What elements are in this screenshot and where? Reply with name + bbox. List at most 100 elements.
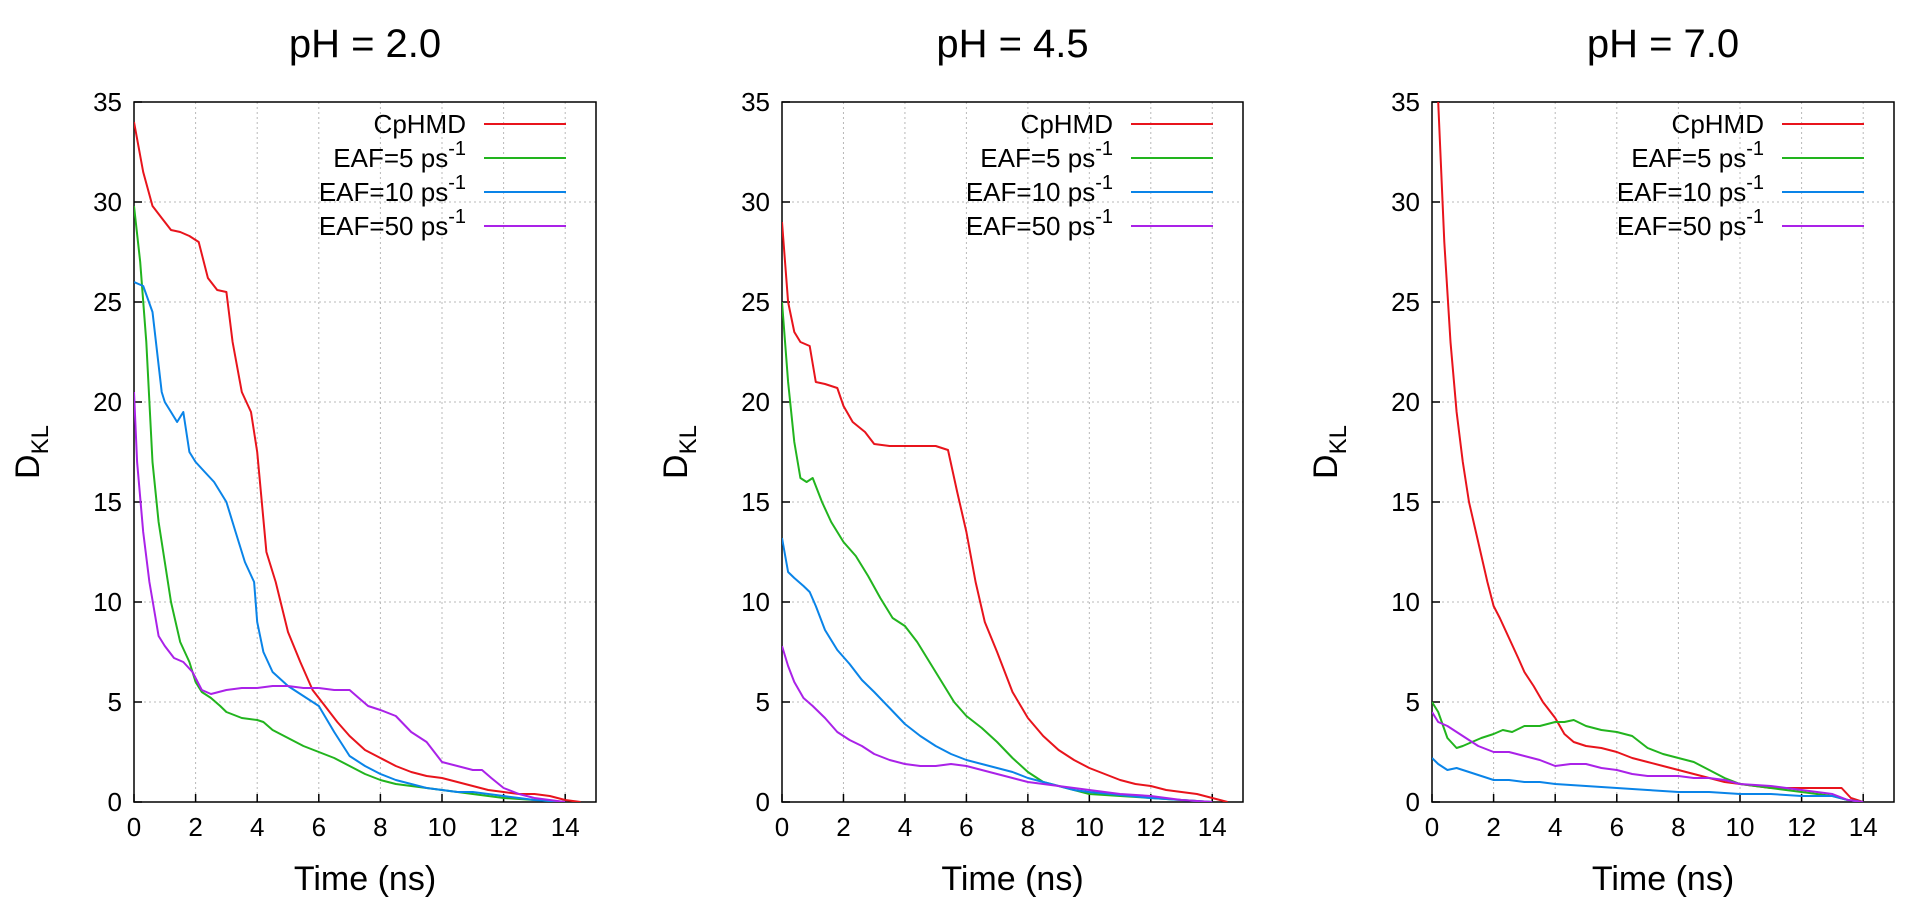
legend-entry: EAF=5 ps-1 bbox=[980, 138, 1113, 173]
y-tick-label: 35 bbox=[1391, 87, 1420, 117]
legend-entry-name: CpHMD bbox=[374, 109, 466, 139]
x-tick-label: 8 bbox=[373, 812, 387, 842]
legend-entry-unit: ps bbox=[1061, 211, 1096, 241]
y-tick-label: 30 bbox=[93, 187, 122, 217]
panel-title: pH = 2.0 bbox=[289, 22, 441, 66]
y-tick-label: 10 bbox=[741, 587, 770, 617]
y-axis-title-main: D bbox=[657, 454, 695, 479]
panel-2: 0 2 4 6 8 10 12 14 0 5 10 15 20 25 30 35 pH = 4.5 Time (n… bbox=[657, 22, 1244, 898]
legend-entry: EAF=10 ps-1 bbox=[966, 172, 1113, 207]
series-line-eaf-10 bbox=[134, 281, 566, 802]
legend-entry-name: EAF=10 bbox=[966, 177, 1061, 207]
legend-entry: EAF=50 ps-1 bbox=[319, 206, 466, 241]
legend-entry: EAF=10 ps-1 bbox=[319, 172, 466, 207]
y-axis-title-main: D bbox=[9, 454, 47, 479]
legend-entry: CpHMD bbox=[1672, 109, 1764, 139]
legend-entry-name: EAF=5 bbox=[1631, 143, 1711, 173]
panel-3: 0 2 4 6 8 10 12 14 0 5 10 15 20 25 30 35 pH = 7.0 Time (n… bbox=[1307, 22, 1895, 898]
x-tick-label: 4 bbox=[898, 812, 912, 842]
x-tick-label: 12 bbox=[1136, 812, 1165, 842]
y-tick-label: 0 bbox=[108, 787, 122, 817]
y-axis-title-main: D bbox=[1307, 454, 1345, 479]
legend-entry-unit: ps bbox=[1712, 177, 1747, 207]
y-tick-label: 20 bbox=[1391, 387, 1420, 417]
legend-entry-superscript: -1 bbox=[1746, 172, 1764, 194]
legend-entry-superscript: -1 bbox=[448, 206, 466, 228]
y-tick-label: 35 bbox=[93, 87, 122, 117]
x-tick-label: 12 bbox=[489, 812, 518, 842]
panel-title: pH = 4.5 bbox=[936, 22, 1088, 66]
y-tick-label: 20 bbox=[741, 387, 770, 417]
series-line-eaf-50 bbox=[134, 391, 566, 802]
legend-entry: EAF=10 ps-1 bbox=[1617, 172, 1764, 207]
y-tick-label: 30 bbox=[741, 187, 770, 217]
y-tick-label: 10 bbox=[93, 587, 122, 617]
y-tick-label: 25 bbox=[93, 287, 122, 317]
legend-entry-unit: ps bbox=[1061, 177, 1096, 207]
plot-frame bbox=[133, 101, 597, 803]
legend-entry-name: EAF=50 bbox=[1617, 211, 1712, 241]
legend-entry-superscript: -1 bbox=[448, 138, 466, 160]
x-tick-label: 10 bbox=[1075, 812, 1104, 842]
y-tick-label: 15 bbox=[93, 487, 122, 517]
x-tick-label: 4 bbox=[250, 812, 264, 842]
legend-entry-name: EAF=10 bbox=[319, 177, 414, 207]
legend-entry: CpHMD bbox=[1021, 109, 1113, 139]
panel-1: 0 2 4 6 8 10 12 14 0 5 10 15 20 25 30 35 pH = 2.0 Time (n… bbox=[9, 22, 597, 898]
y-axis-title-subscript: KL bbox=[27, 425, 54, 454]
legend-entry: EAF=5 ps-1 bbox=[333, 138, 466, 173]
legend-entry: CpHMD bbox=[374, 109, 466, 139]
legend-entry-name: CpHMD bbox=[1672, 109, 1764, 139]
plot-frame bbox=[1431, 101, 1895, 803]
x-axis-title: Time (ns) bbox=[1592, 860, 1734, 898]
x-tick-label: 0 bbox=[775, 812, 789, 842]
x-tick-label: 12 bbox=[1787, 812, 1816, 842]
series-line-eaf-10 bbox=[782, 537, 1213, 802]
legend-entry-unit: ps bbox=[414, 177, 449, 207]
y-axis-title: DKL bbox=[1307, 425, 1352, 479]
series-line-eaf-50 bbox=[782, 645, 1213, 802]
y-tick-label: 35 bbox=[741, 87, 770, 117]
legend-entry: EAF=50 ps-1 bbox=[966, 206, 1113, 241]
x-tick-label: 8 bbox=[1671, 812, 1685, 842]
legend-entry-unit: ps bbox=[1712, 143, 1747, 173]
legend-entry-superscript: -1 bbox=[1095, 172, 1113, 194]
series-line-eaf-50 bbox=[1432, 711, 1864, 802]
series-line-eaf-5 bbox=[134, 205, 566, 802]
legend-entry-unit: ps bbox=[1712, 211, 1747, 241]
x-tick-label: 8 bbox=[1021, 812, 1035, 842]
y-tick-label: 20 bbox=[93, 387, 122, 417]
x-axis-title: Time (ns) bbox=[294, 860, 436, 898]
legend-entry-superscript: -1 bbox=[1746, 138, 1764, 160]
legend-entry-name: EAF=10 bbox=[1617, 177, 1712, 207]
legend-entry: EAF=50 ps-1 bbox=[1617, 206, 1764, 241]
legend-entry-superscript: -1 bbox=[448, 172, 466, 194]
plot-frame bbox=[781, 101, 1244, 803]
x-tick-label: 0 bbox=[127, 812, 141, 842]
y-tick-label: 5 bbox=[1406, 687, 1420, 717]
x-tick-label: 14 bbox=[1198, 812, 1227, 842]
y-tick-label: 25 bbox=[1391, 287, 1420, 317]
panel-title: pH = 7.0 bbox=[1587, 22, 1739, 66]
series-line-cphmd bbox=[134, 121, 581, 802]
x-tick-label: 10 bbox=[1726, 812, 1755, 842]
legend-entry-unit: ps bbox=[414, 211, 449, 241]
series-line-cphmd bbox=[1437, 102, 1864, 802]
legend-entry-name: EAF=50 bbox=[966, 211, 1061, 241]
y-axis-title-subscript: KL bbox=[1325, 425, 1352, 454]
y-tick-label: 30 bbox=[1391, 187, 1420, 217]
x-tick-label: 6 bbox=[1610, 812, 1624, 842]
x-tick-label: 14 bbox=[1849, 812, 1878, 842]
legend-entry-name: EAF=50 bbox=[319, 211, 414, 241]
y-tick-label: 5 bbox=[756, 687, 770, 717]
x-tick-label: 2 bbox=[836, 812, 850, 842]
x-tick-label: 2 bbox=[1486, 812, 1500, 842]
x-tick-label: 14 bbox=[551, 812, 580, 842]
x-tick-label: 4 bbox=[1548, 812, 1562, 842]
legend-entry-name: EAF=5 bbox=[980, 143, 1060, 173]
x-axis-title: Time (ns) bbox=[941, 860, 1083, 898]
y-tick-label: 15 bbox=[1391, 487, 1420, 517]
series-line-cphmd bbox=[782, 221, 1228, 802]
